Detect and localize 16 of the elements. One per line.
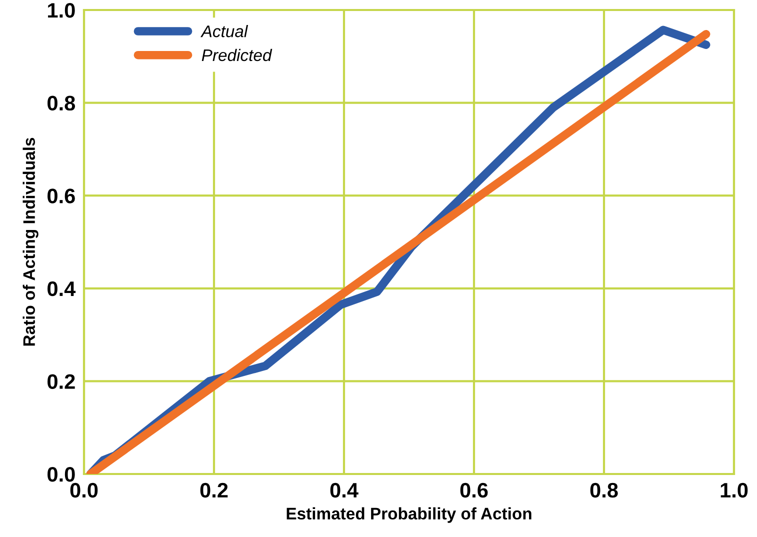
x-tick-label: 0.6 [460, 482, 488, 498]
y-tick-label: 0.8 [48, 96, 76, 111]
x-tick-label: 0.8 [590, 482, 618, 498]
x-tick-label: 0.0 [70, 482, 98, 498]
x-axis-title: Estimated Probability of Action [286, 507, 532, 523]
x-tick-label: 1.0 [720, 482, 748, 498]
y-axis-title: Ratio of Acting Individuals [22, 138, 38, 346]
y-tick-label: 0.4 [48, 281, 76, 296]
y-tick-label: 0.6 [48, 188, 75, 204]
x-tick-label: 0.2 [200, 482, 228, 498]
x-tick-label: 0.4 [330, 482, 358, 498]
y-tick-label: 0.2 [48, 374, 75, 389]
legend-label: Actual [200, 25, 248, 38]
y-tick-label: 1.0 [48, 3, 75, 18]
y-tick-label: 0.0 [48, 467, 75, 482]
legend-label: Predicted [202, 48, 272, 62]
